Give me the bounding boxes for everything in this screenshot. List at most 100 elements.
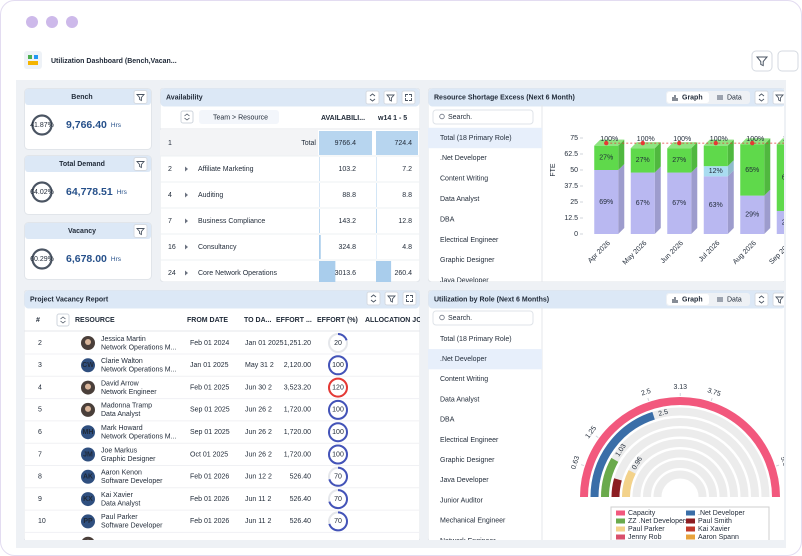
tab-label: Data [727,296,742,303]
filter-button[interactable] [133,224,148,238]
expand-button[interactable] [402,291,417,306]
more-button[interactable] [777,50,799,72]
bar-segment [703,145,728,167]
role-selected [428,127,542,149]
effort-percent: 120 [332,384,344,391]
legend-label: Capacity [628,510,656,517]
filter-button[interactable] [383,90,398,105]
cell-value: 8.8 [402,192,412,199]
effort-percent: 70 [334,496,342,503]
panel: Availability Team > Resource AVAILABILI...… [160,88,420,282]
search-box[interactable] [432,310,534,326]
row-id: 7 [168,218,172,225]
cell-value: 9766.4 [335,140,357,147]
avatar [81,469,95,484]
kpi-card-header [25,223,151,239]
collapse-icon [758,93,765,102]
from-date: Feb 01 2026 [190,518,229,525]
search-placeholder: Search. [448,114,472,121]
sort-button[interactable] [180,110,194,124]
radial-bar [590,411,655,498]
legend-label: Paul Smith [698,518,732,525]
effort-percent: 70 [334,474,342,481]
resource-role: Network Operations M... [101,434,177,441]
to-date: Jun 12 2 [245,474,272,481]
app-icon-part [28,55,32,59]
expand-chevron[interactable] [185,192,188,198]
kpi-ring [31,181,53,203]
cell-value: 7.2 [402,166,412,173]
expand-button[interactable] [401,90,416,105]
window-dot[interactable] [26,16,38,28]
row-name: Auditing [198,192,223,199]
total-label: 100% [637,136,655,143]
app-icon-part [34,55,38,59]
role-name: Data Analyst [440,396,479,403]
expand-chevron[interactable] [185,244,188,250]
resource-name: Clarie Walton [101,358,143,365]
window-dot[interactable] [66,16,78,28]
expand-chevron[interactable] [185,270,188,276]
filter-button[interactable] [751,50,773,72]
effort-ring [328,444,348,465]
kpi-ring [31,114,53,136]
radial-bar [601,457,619,498]
expand-chevron[interactable] [185,166,188,172]
legend-label: Jenny Rob [628,534,662,541]
role-name: Data Analyst [440,196,479,203]
segment-label: 25% [782,219,796,226]
collapse-button[interactable] [365,90,380,105]
bar-side-shade [764,189,771,234]
row-name: Consultancy [198,244,237,251]
search-box[interactable] [432,109,534,125]
bar-segment [703,176,728,234]
effort-hours: 3,523.20 [284,384,311,391]
avatar-face [85,339,91,345]
filter-button[interactable] [133,90,148,104]
y-tick-label: 0 [574,231,578,238]
bar-side [691,166,698,234]
group-chip[interactable] [199,110,279,124]
bar-side [727,160,734,177]
collapse-button[interactable] [754,292,769,307]
bar-side-shade [727,160,734,177]
legend-swatch [616,534,625,540]
bar-segment [740,144,765,196]
data-bar [376,209,377,233]
cell-value: 724.4 [394,140,412,147]
bar-side-shade [727,170,734,234]
data-bar [319,157,320,181]
effort-hours: 526.40 [290,518,312,525]
bar-segment [630,148,655,173]
collapse-button[interactable] [754,90,769,105]
row-number: 10 [38,518,46,525]
sort-button[interactable] [56,313,70,327]
avatar-face [85,405,91,412]
expand-chevron[interactable] [185,218,188,224]
cell-value: 324.8 [338,244,356,251]
window-dot[interactable] [46,16,58,28]
collapse-button[interactable] [366,291,381,306]
avatar [81,447,95,462]
y-tick-label: 75 [570,135,578,142]
filter-button[interactable] [133,157,148,171]
bar-top-light [630,142,661,149]
tab-data-icon[interactable] [717,95,723,100]
row-number: 4 [38,384,42,391]
role-name: Network Engineer [440,538,496,545]
bar-side-shade [618,139,625,170]
filter-button[interactable] [384,291,399,306]
segment-label: 67% [636,200,650,207]
effort-hours: 2,120.00 [284,362,311,369]
angle-tick [710,397,713,402]
graph-icon [672,297,678,303]
target-dot [750,140,755,146]
cell-value: 260.4 [394,270,412,277]
row-number: 5 [38,407,42,414]
row-number: 3 [38,362,42,369]
angle-tick-label: 2.5 [640,388,652,398]
resource-role: Network Operations M... [101,367,177,374]
search-icon [439,113,445,120]
tab-data-icon[interactable] [717,297,723,302]
filter-icon [775,94,784,102]
